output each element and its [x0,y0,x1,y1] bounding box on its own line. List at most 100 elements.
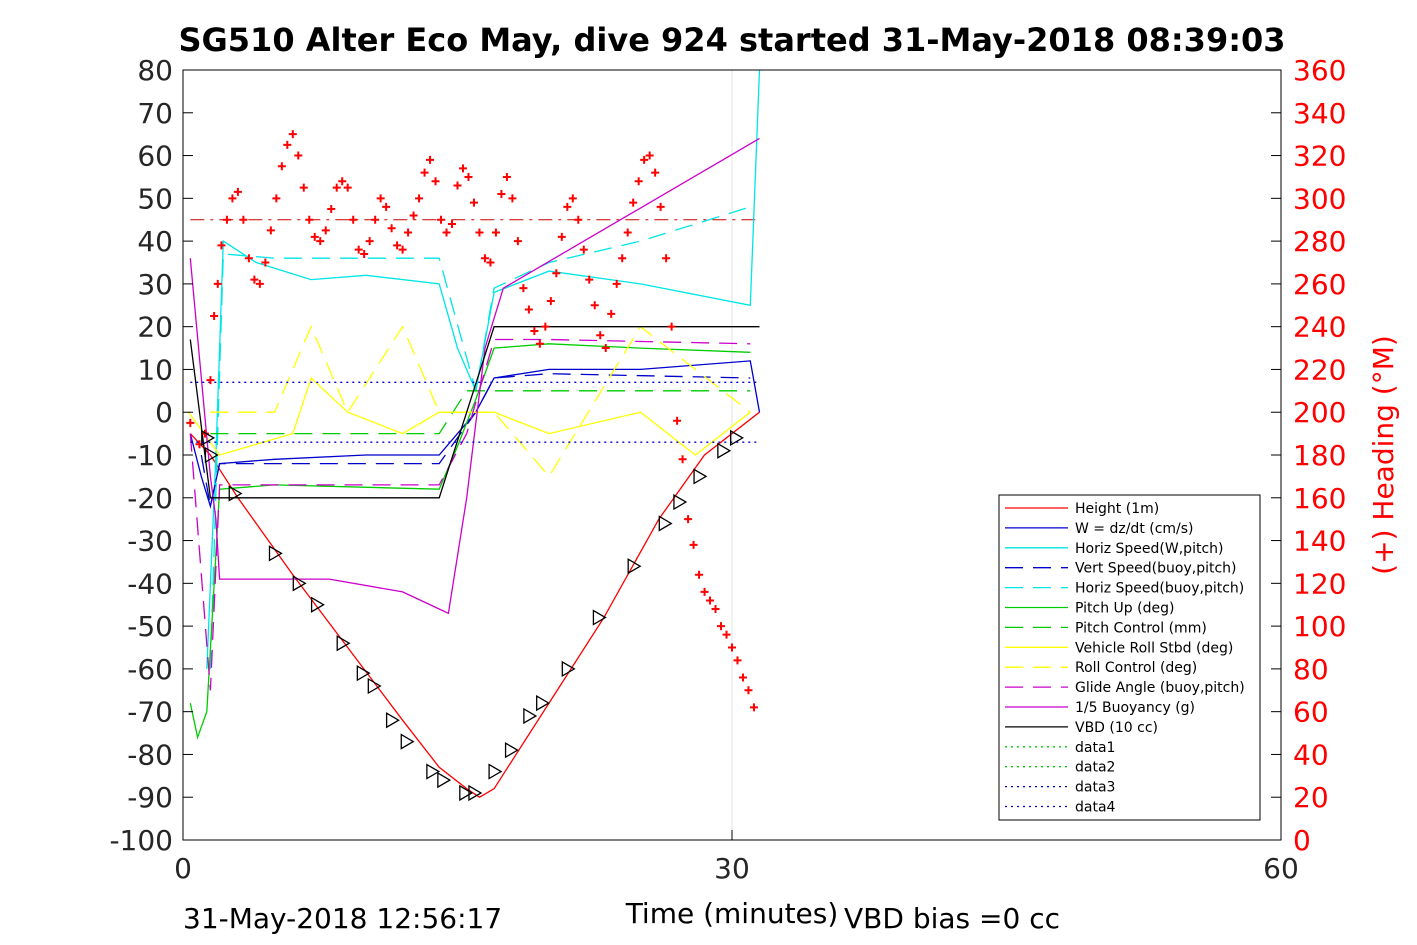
x-axis: 0 30 60 [174,830,1299,885]
heading-point [744,686,753,695]
heading-point [217,241,226,250]
heading-point [579,245,588,254]
heading-point [343,183,352,192]
heading-point [738,673,747,682]
heading-point [277,162,286,171]
heading-point [728,643,736,652]
heading-point [426,155,435,164]
heading-point [327,205,336,214]
heading-point [233,187,242,196]
depth-marker [268,545,283,562]
depth-marker [204,446,219,464]
heading-point [299,183,308,192]
heading-point [519,284,528,293]
y-right-tick-label: 280 [1293,225,1346,258]
heading-point [585,275,594,284]
depth-marker [459,784,474,802]
series-height-1m [189,411,760,798]
x-tick-label: 30 [714,852,750,885]
heading-point [475,228,484,237]
legend-label: Pitch Up (deg) [1075,601,1174,617]
heading-point [365,237,374,246]
heading-point [640,155,649,164]
heading-point [376,194,385,203]
heading-point [398,245,407,254]
heading-point [651,168,660,177]
heading-point [530,326,539,335]
y-left-tick-label: 70 [137,97,173,130]
depth-marker [673,493,688,511]
heading-point [662,254,671,263]
series-layer [187,69,761,798]
heading-point [458,164,467,173]
y-right-tick-label: 180 [1293,439,1346,472]
y-left-tick-label: 40 [137,225,173,258]
depth-marker [228,485,243,502]
heading-point [387,224,396,233]
series-1-5-buoyancy-g [189,137,760,615]
x-tick-label: 60 [1263,852,1299,885]
y-right-tick-label: 160 [1293,482,1346,515]
depth-marker [561,660,576,678]
legend-label: 1/5 Buoyancy (g) [1075,700,1195,716]
y-left-tick-label: -70 [127,696,173,729]
y-right-tick-label: 260 [1293,268,1346,301]
heading-point [563,202,572,211]
series-vert-speed-buoy-pitch [200,373,751,507]
legend-label: data2 [1075,760,1115,776]
series-vbd-10-cc [189,326,760,499]
heading-point [415,194,424,203]
y-left-tick-label: 10 [137,353,173,386]
heading-point [596,331,605,340]
legend-label: data1 [1075,740,1115,756]
heading-point [266,226,275,235]
heading-point [612,279,621,288]
legend-label: data4 [1075,800,1116,816]
heading-point [261,258,270,267]
y-left-tick-label: 30 [137,268,173,301]
heading-point [442,228,451,237]
heading-point [491,228,500,237]
heading-point [535,339,544,348]
depth-marker [437,771,452,789]
legend-label: Horiz Speed(W,pitch) [1075,541,1223,557]
y-right-tick-label: 220 [1293,353,1346,386]
depth-marker [367,677,382,695]
depth-marker [730,429,744,447]
heading-point [574,215,583,224]
heading-point [288,130,297,139]
y-left-tick-label: -80 [127,738,173,771]
heading-point [469,198,478,207]
y-left-tick-label: 50 [137,182,173,215]
depth-marker [504,742,519,759]
heading-point [420,168,429,177]
heading-point [222,215,231,224]
depth-marker [693,468,708,485]
heading-point [502,172,511,181]
y-right-tick-label: 20 [1293,781,1329,814]
y-left-tick-label: 60 [137,140,173,173]
heading-point [228,194,237,203]
y-left-tick-label: -40 [127,567,173,600]
y-axis-right-label: (+) Heading (°M) [1367,335,1400,575]
depth-marker [400,733,415,750]
heading-point [349,215,358,224]
y-axis-left: -100-90-80-70-60-50-40-30-20-10010203040… [109,54,193,857]
heading-point [645,151,654,160]
heading-point [431,177,440,186]
heading-point [283,140,292,149]
heading-point [700,587,709,596]
y-right-tick-label: 0 [1293,824,1311,857]
heading-point [338,177,347,186]
heading-point [695,570,704,579]
legend-label: W = dz/dt (cm/s) [1075,521,1194,537]
heading-point [717,622,726,631]
heading-point [497,190,506,199]
y-left-tick-label: -10 [127,439,173,472]
heading-point [673,416,682,425]
heading-point [618,254,627,263]
heading-point [689,540,698,549]
series-roll-control-deg [210,325,751,478]
heading-point [722,630,731,639]
